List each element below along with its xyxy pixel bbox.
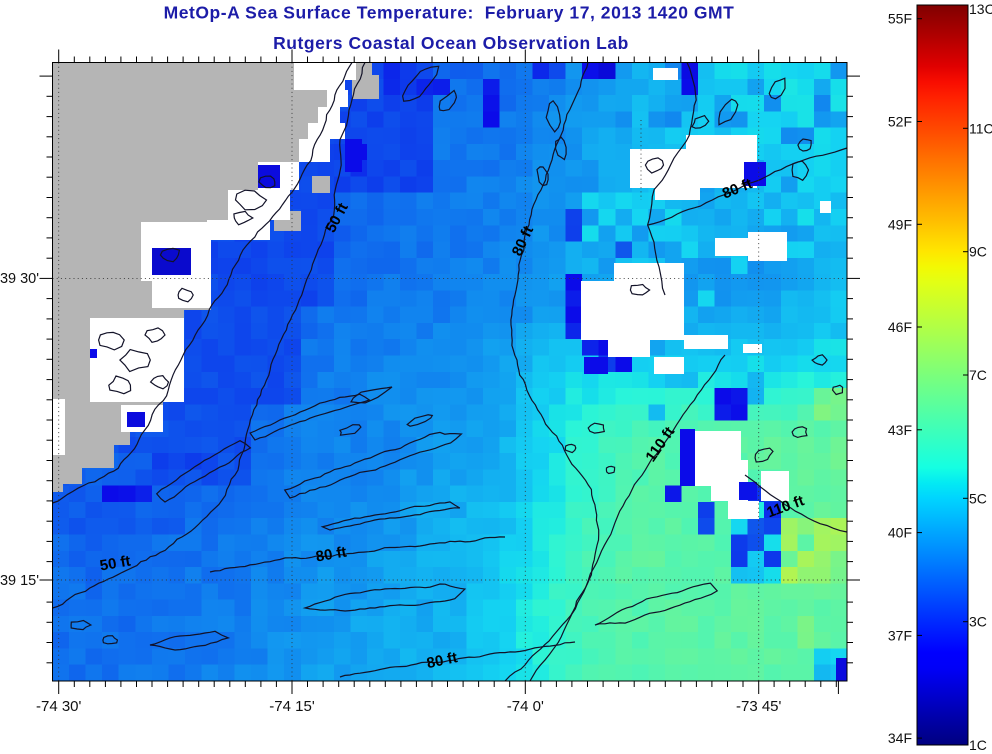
svg-text:40F: 40F — [888, 525, 912, 541]
svg-text:50 ft: 50 ft — [99, 553, 132, 575]
svg-text:34F: 34F — [888, 730, 912, 746]
svg-text:7C: 7C — [969, 367, 987, 383]
svg-text:1C: 1C — [969, 737, 987, 753]
svg-text:55F: 55F — [888, 11, 912, 27]
svg-text:-73 45': -73 45' — [736, 698, 782, 715]
svg-text:MetOp-A Sea Surface Temperatur: MetOp-A Sea Surface Temperature: Februar… — [164, 3, 735, 23]
svg-text:3C: 3C — [969, 614, 987, 630]
svg-text:Rutgers Coastal Ocean Observat: Rutgers Coastal Ocean Observation Lab — [273, 33, 629, 53]
svg-text:37F: 37F — [888, 627, 912, 643]
svg-text:80 ft: 80 ft — [315, 544, 348, 566]
svg-text:52F: 52F — [888, 114, 912, 130]
svg-text:39 30': 39 30' — [0, 271, 39, 287]
svg-text:-74 15': -74 15' — [269, 698, 315, 715]
svg-text:13C: 13C — [969, 1, 992, 17]
svg-text:11C: 11C — [969, 120, 992, 136]
svg-text:80 ft: 80 ft — [425, 649, 459, 672]
svg-text:-74 30': -74 30' — [36, 698, 82, 715]
svg-text:9C: 9C — [969, 244, 987, 260]
svg-text:-74 0': -74 0' — [507, 698, 544, 715]
svg-text:43F: 43F — [888, 422, 912, 438]
svg-text:49F: 49F — [888, 216, 912, 232]
svg-text:39 15': 39 15' — [0, 573, 39, 589]
svg-text:5C: 5C — [969, 490, 987, 506]
svg-text:46F: 46F — [888, 319, 912, 335]
